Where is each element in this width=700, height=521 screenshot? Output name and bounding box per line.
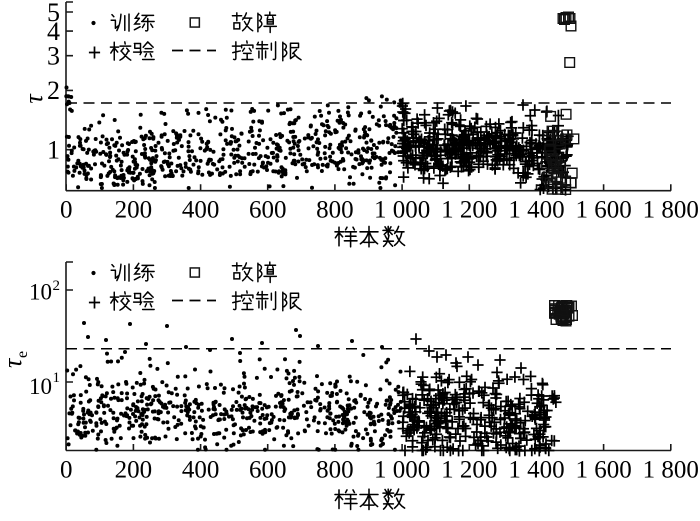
svg-text:10: 10 — [29, 279, 52, 304]
svg-text:4: 4 — [47, 17, 60, 46]
svg-text:400: 400 — [182, 457, 220, 484]
svg-text:1 200: 1 200 — [441, 457, 497, 484]
svg-text:1: 1 — [47, 136, 60, 165]
svg-text:1 600: 1 600 — [575, 457, 631, 484]
svg-text:2: 2 — [53, 278, 61, 294]
svg-text:e: e — [14, 351, 31, 358]
svg-text:200: 200 — [115, 457, 153, 484]
svg-text:200: 200 — [115, 197, 153, 224]
svg-text:1 800: 1 800 — [643, 457, 699, 484]
svg-text:τ: τ — [0, 357, 27, 368]
svg-text:1: 1 — [53, 370, 61, 386]
svg-text:600: 600 — [249, 197, 287, 224]
svg-text:1 600: 1 600 — [575, 197, 631, 224]
svg-text:1 000: 1 000 — [374, 197, 430, 224]
svg-text:3: 3 — [47, 42, 60, 71]
svg-text:600: 600 — [249, 457, 287, 484]
svg-text:1 400: 1 400 — [508, 197, 564, 224]
svg-text:1 800: 1 800 — [643, 197, 699, 224]
svg-text:400: 400 — [182, 197, 220, 224]
svg-text:800: 800 — [316, 197, 354, 224]
svg-text:10: 10 — [29, 374, 52, 399]
svg-text:1 200: 1 200 — [441, 197, 497, 224]
svg-text:0: 0 — [60, 197, 73, 224]
svg-text:800: 800 — [316, 457, 354, 484]
svg-text:2: 2 — [47, 76, 60, 105]
svg-text:τ: τ — [19, 93, 48, 104]
svg-text:1 400: 1 400 — [508, 457, 564, 484]
svg-text:1 000: 1 000 — [374, 457, 430, 484]
svg-text:0: 0 — [60, 457, 73, 484]
svg-text:5: 5 — [47, 0, 60, 27]
